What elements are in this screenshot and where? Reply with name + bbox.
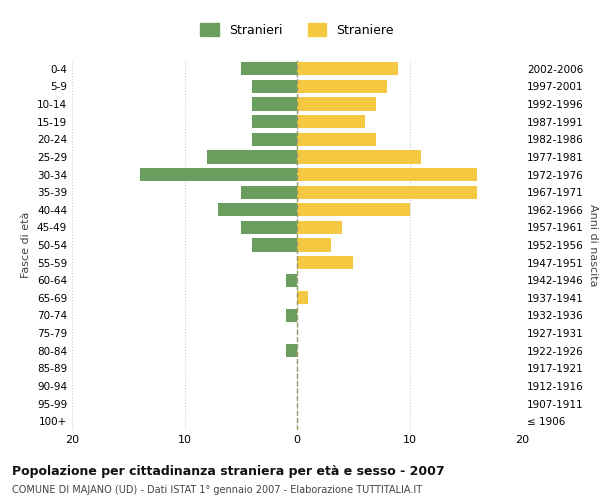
Bar <box>286 274 297 287</box>
Bar <box>297 186 477 198</box>
Bar <box>297 98 376 110</box>
Bar <box>297 150 421 164</box>
Bar <box>297 203 409 216</box>
Bar <box>252 238 297 252</box>
Bar <box>286 344 297 358</box>
Bar <box>286 309 297 322</box>
Bar <box>207 150 297 164</box>
Bar <box>297 132 376 146</box>
Bar <box>252 132 297 146</box>
Bar <box>241 221 297 234</box>
Bar <box>297 291 308 304</box>
Legend: Stranieri, Straniere: Stranieri, Straniere <box>195 18 399 42</box>
Bar <box>297 256 353 269</box>
Bar <box>297 238 331 252</box>
Y-axis label: Anni di nascita: Anni di nascita <box>587 204 598 286</box>
Bar <box>297 115 365 128</box>
Bar <box>252 80 297 93</box>
Bar <box>297 62 398 76</box>
Bar <box>241 62 297 76</box>
Bar <box>241 186 297 198</box>
Text: COMUNE DI MAJANO (UD) - Dati ISTAT 1° gennaio 2007 - Elaborazione TUTTITALIA.IT: COMUNE DI MAJANO (UD) - Dati ISTAT 1° ge… <box>12 485 422 495</box>
Text: Popolazione per cittadinanza straniera per età e sesso - 2007: Popolazione per cittadinanza straniera p… <box>12 465 445 478</box>
Bar <box>252 98 297 110</box>
Y-axis label: Fasce di età: Fasce di età <box>22 212 31 278</box>
Bar <box>297 80 387 93</box>
Bar <box>297 221 342 234</box>
Bar <box>218 203 297 216</box>
Bar <box>139 168 297 181</box>
Bar <box>252 115 297 128</box>
Bar <box>297 168 477 181</box>
